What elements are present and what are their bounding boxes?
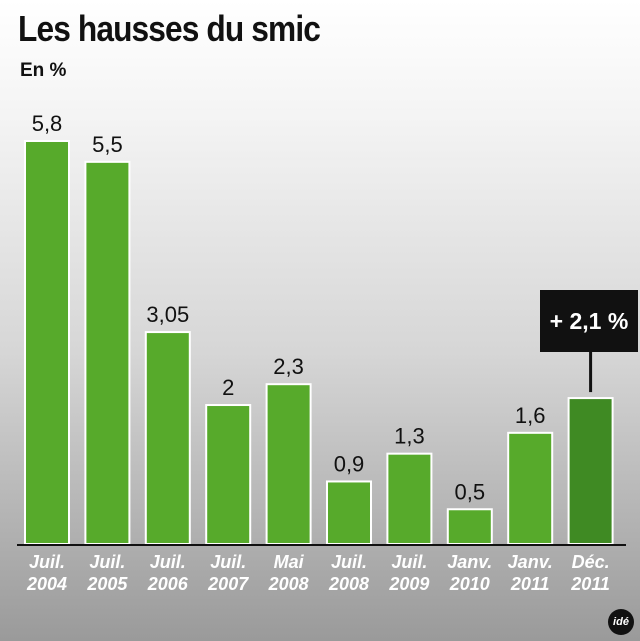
publisher-logo: idé xyxy=(608,609,634,635)
bar-0 xyxy=(24,140,70,545)
category-label-1-1: 2005 xyxy=(86,574,128,594)
category-label-8-1: 2011 xyxy=(510,574,550,594)
category-label-6-1: 2009 xyxy=(388,574,429,594)
value-label-2: 3,05 xyxy=(146,302,189,327)
bar-3 xyxy=(205,404,252,545)
category-label-5-0: Juil. xyxy=(331,552,367,572)
unit-label: En % xyxy=(20,60,67,81)
category-label-2-0: Juil. xyxy=(150,552,186,572)
category-label-7-1: 2010 xyxy=(449,574,490,594)
category-label-4-0: Mai xyxy=(274,552,305,572)
bar-1 xyxy=(84,160,131,546)
bar-5 xyxy=(326,480,372,545)
value-label-4: 2,3 xyxy=(273,354,304,379)
category-label-6-0: Juil. xyxy=(391,552,427,572)
bar-8 xyxy=(507,431,554,545)
value-label-3: 2 xyxy=(222,375,234,400)
value-label-5: 0,9 xyxy=(334,451,365,476)
value-label-1: 5,5 xyxy=(92,132,123,157)
category-label-1-0: Juil. xyxy=(89,552,125,572)
category-label-0-0: Juil. xyxy=(29,552,65,572)
callout-label: + 2,1 % xyxy=(550,308,629,334)
callout-box xyxy=(540,290,638,352)
chart-title: Les hausses du smic xyxy=(18,8,321,49)
bar-6 xyxy=(386,452,433,546)
category-label-5-1: 2008 xyxy=(328,574,369,594)
category-label-8-0: Janv. xyxy=(508,552,553,572)
category-label-4-1: 2008 xyxy=(268,574,309,594)
category-label-3-0: Juil. xyxy=(210,552,246,572)
value-label-0: 5,8 xyxy=(32,111,63,136)
bar-4 xyxy=(265,383,312,546)
category-label-2-1: 2006 xyxy=(147,574,189,594)
value-label-6: 1,3 xyxy=(394,424,425,449)
bar-9 xyxy=(567,397,614,545)
value-label-8: 1,6 xyxy=(515,403,546,428)
value-label-7: 0,5 xyxy=(455,479,486,504)
category-label-3-1: 2007 xyxy=(207,574,249,594)
category-label-9-1: 2011 xyxy=(570,574,610,594)
bar-7 xyxy=(446,508,493,545)
category-label-7-0: Janv. xyxy=(447,552,492,572)
bar-2 xyxy=(144,331,191,545)
category-label-0-1: 2004 xyxy=(26,574,67,594)
category-label-9-0: Déc. xyxy=(572,552,610,572)
